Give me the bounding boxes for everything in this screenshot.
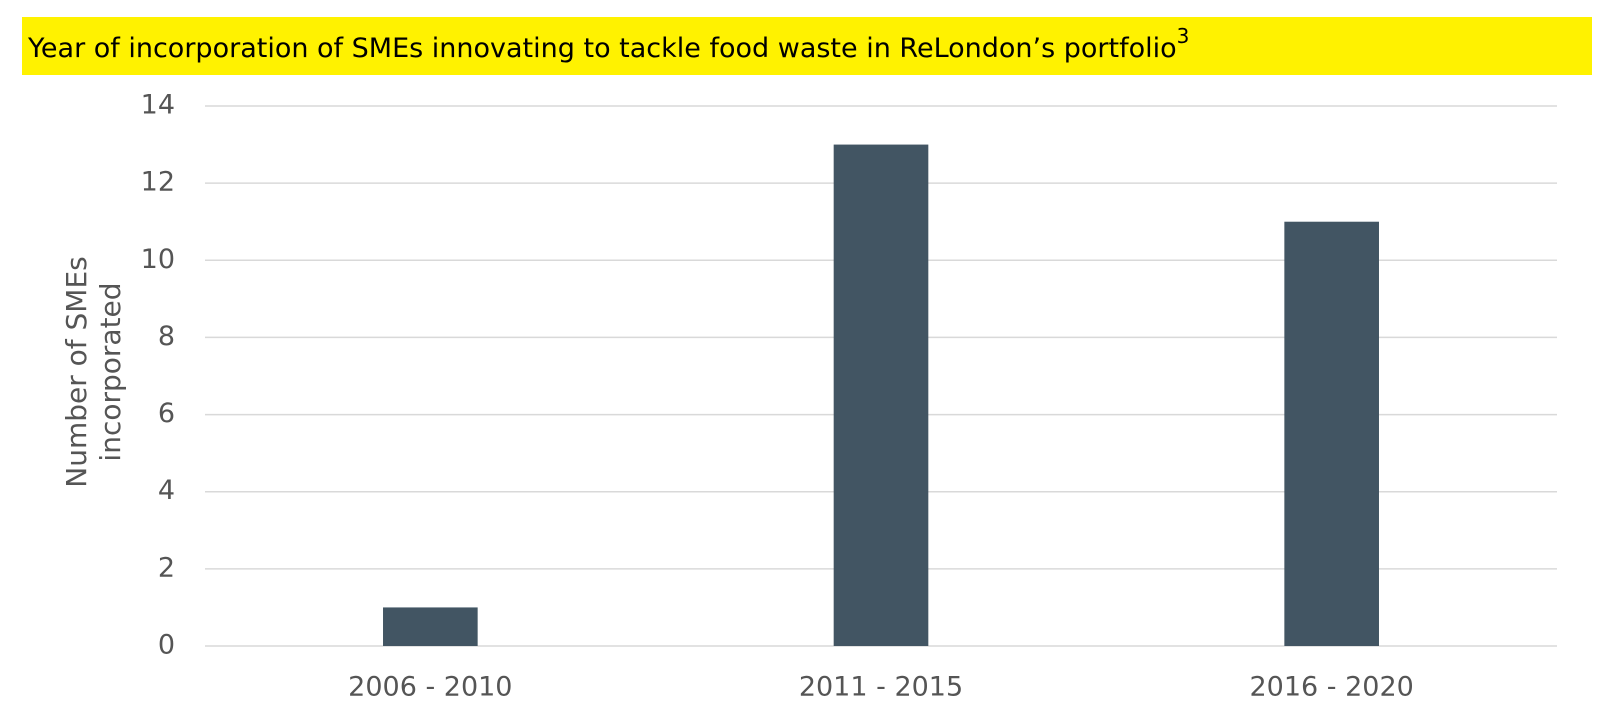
title-band xyxy=(22,17,1592,75)
chart-title: Year of incorporation of SMEs innovating… xyxy=(27,24,1189,64)
y-tick-label: 0 xyxy=(158,630,175,661)
y-axis-label-line: incorporated xyxy=(94,282,127,461)
y-tick-label: 4 xyxy=(158,475,175,506)
y-tick-label: 10 xyxy=(141,244,175,275)
x-tick-label: 2016 - 2020 xyxy=(1249,672,1413,703)
y-tick-label: 6 xyxy=(158,398,175,429)
bar xyxy=(383,607,478,646)
bar xyxy=(833,144,929,647)
y-axis-label: Number of SMEs incorporated xyxy=(60,256,127,487)
y-tick-label: 2 xyxy=(158,552,175,583)
x-tick-label: 2011 - 2015 xyxy=(799,672,963,703)
y-tick-label: 12 xyxy=(141,167,175,198)
x-tick-label: 2006 - 2010 xyxy=(348,672,512,703)
title-note: 3 xyxy=(1177,24,1190,48)
y-tick-label: 8 xyxy=(158,321,175,352)
bar xyxy=(1284,221,1379,646)
y-axis-label-line: Number of SMEs xyxy=(60,256,93,487)
title-text: Year of incorporation of SMEs innovating… xyxy=(27,33,1177,64)
y-tick-label: 14 xyxy=(141,90,175,121)
